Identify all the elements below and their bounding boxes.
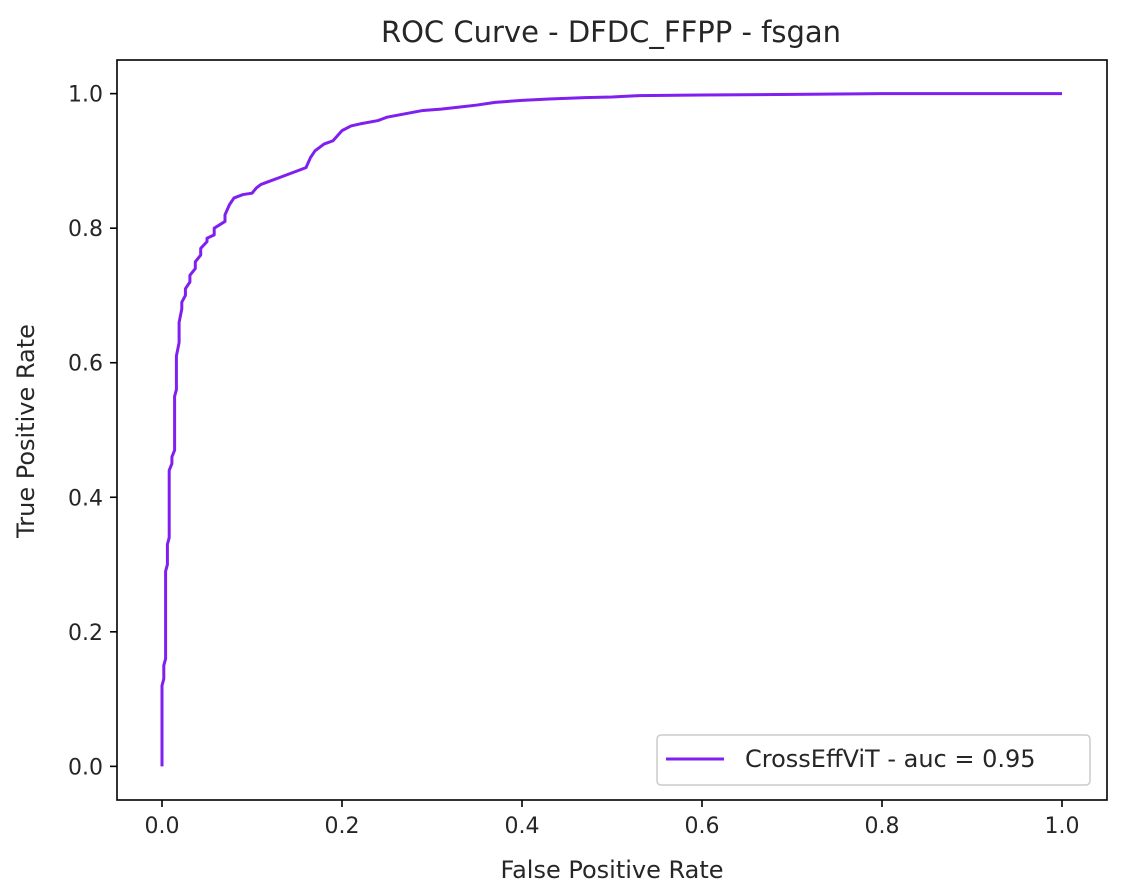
roc-series-line (160, 92, 1062, 767)
y-tick-label: 0.6 (68, 352, 103, 377)
legend: CrossEffViT - auc = 0.95 (656, 734, 1091, 786)
chart-title: ROC Curve - DFDC_FFPP - fsgan (381, 15, 841, 49)
x-tick-label: 0.0 (145, 814, 180, 839)
y-tick-label: 0.0 (68, 755, 103, 780)
x-tick-label: 0.4 (505, 814, 540, 839)
legend-box (656, 734, 1091, 786)
x-tick-label: 0.8 (865, 814, 900, 839)
y-tick-label: 0.4 (68, 486, 103, 511)
x-tick-label: 1.0 (1045, 814, 1080, 839)
y-tick-label: 0.8 (68, 217, 103, 242)
x-tick-label: 0.6 (685, 814, 720, 839)
x-axis-label: False Positive Rate (500, 856, 723, 884)
x-tick-label: 0.2 (325, 814, 360, 839)
legend-label: CrossEffViT - auc = 0.95 (745, 745, 1036, 773)
y-tick-label: 1.0 (68, 83, 103, 108)
y-axis-label: True Positive Rate (12, 324, 40, 539)
y-tick-label: 0.2 (68, 621, 103, 646)
plot-area: 0.0 0.2 0.4 0.6 0.8 1.0 0.0 0.2 0.4 0.6 0.8 1.0 (68, 59, 1108, 839)
plot-frame (116, 59, 1108, 801)
